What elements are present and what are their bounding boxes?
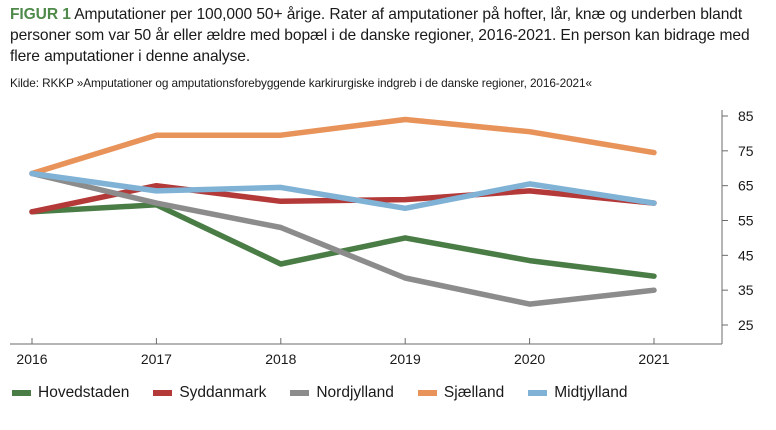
legend-swatch	[417, 390, 437, 396]
legend-swatch	[153, 390, 173, 396]
series-line-midtjylland	[29, 170, 657, 212]
y-axis: 25 35 45 55 65 75 85	[721, 108, 754, 344]
legend-item-hovedstaden: Hovedstaden	[12, 384, 129, 402]
series-line-nordjylland	[29, 170, 657, 307]
y-tick-label: 75	[738, 143, 754, 159]
legend-item-syddanmark: Syddanmark	[153, 384, 266, 402]
x-tick-label: 2019	[390, 351, 421, 367]
legend-swatch	[290, 390, 310, 396]
legend-label: Nordjylland	[316, 384, 394, 401]
legend: Hovedstaden Syddanmark Nordjylland Sjælland…	[12, 382, 651, 404]
x-tick-label: 2021	[638, 351, 669, 367]
y-tick-label: 85	[738, 108, 754, 124]
x-tick-label: 2018	[265, 351, 296, 367]
legend-swatch	[528, 390, 548, 396]
y-tick-label: 35	[738, 282, 754, 298]
legend-label: Midtjylland	[554, 384, 628, 401]
x-tick-label: 2017	[141, 351, 172, 367]
legend-label: Syddanmark	[179, 384, 267, 401]
x-axis: 2016 2017 2018 2019 2020 2021	[10, 338, 722, 367]
figure-description: Amputationer per 100,000 50+ årige. Rate…	[10, 6, 750, 65]
figure-label: FIGUR 1	[10, 6, 71, 23]
series-lines	[29, 116, 657, 307]
figure-header: FIGUR 1 Amputationer per 100,000 50+ åri…	[10, 4, 770, 90]
series-line-hovedstaden	[29, 202, 657, 279]
y-tick-label: 65	[738, 178, 754, 194]
y-tick-label: 55	[738, 213, 754, 229]
legend-label: Hovedstaden	[38, 384, 130, 401]
y-tick-label: 25	[738, 317, 754, 333]
y-tick-label: 45	[738, 247, 754, 263]
legend-item-midtjylland: Midtjylland	[528, 384, 627, 402]
legend-swatch	[12, 390, 31, 396]
figure-source: Kilde: RKKP »Amputationer og amputations…	[10, 76, 592, 90]
series-line-sjælland	[29, 116, 657, 177]
line-chart: 25 35 45 55 65 75 85 2016 2017 2018 2019 2020 2021	[10, 108, 754, 367]
legend-item-nordjylland: Nordjylland	[290, 384, 394, 402]
x-tick-label: 2020	[514, 351, 545, 367]
x-tick-label: 2016	[16, 351, 47, 367]
figure-title: FIGUR 1 Amputationer per 100,000 50+ åri…	[10, 4, 770, 67]
legend-label: Sjælland	[443, 384, 505, 401]
legend-item-sjælland: Sjælland	[417, 384, 505, 402]
